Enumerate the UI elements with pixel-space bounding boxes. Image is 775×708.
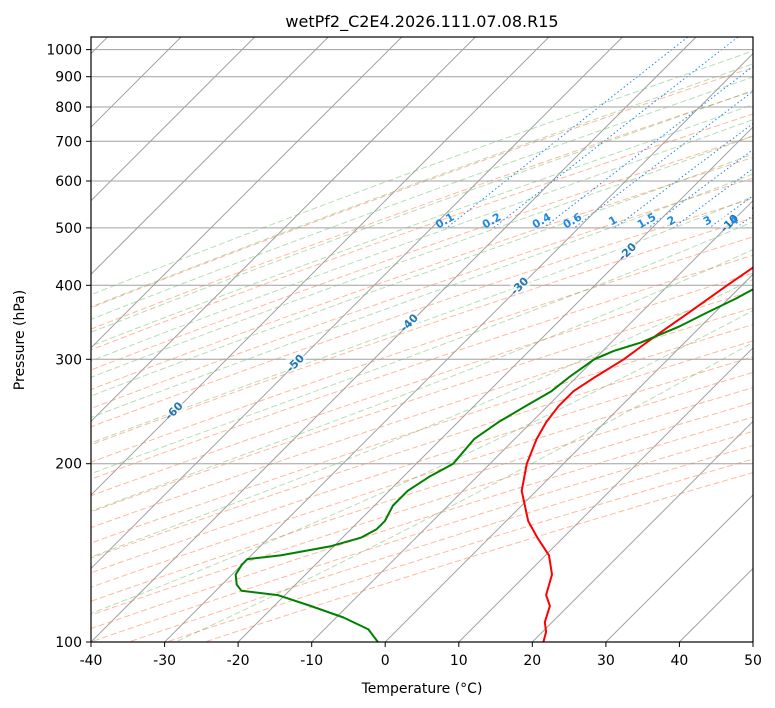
y-axis: 100 200 300 400 500 600 700 800 900 1000: [46, 43, 91, 651]
isotherm-line: [91, 37, 550, 496]
isotherm-label-bg: [617, 244, 638, 257]
x-tick-label: -20: [227, 653, 250, 669]
dry-adiabat: [91, 340, 753, 559]
mixing-ratio-label: 6: [766, 213, 775, 228]
y-tick-label: 200: [55, 457, 82, 473]
isotherm-label: -60: [162, 399, 185, 422]
mixing-ratio-line: [709, 195, 753, 229]
dry-adiabat: [91, 416, 753, 630]
dry-adiabat: [91, 324, 753, 544]
isotherm-label-bg: [399, 315, 420, 328]
x-tick-label: -10: [300, 653, 323, 669]
moist-adiabat: [91, 76, 753, 320]
isotherm-line: [91, 37, 624, 570]
y-tick-label: 700: [55, 134, 82, 150]
dry-adiabat: [91, 430, 753, 642]
y-tick-label: 1000: [46, 43, 82, 59]
dry-adiabat: [91, 254, 753, 480]
x-tick-label: 40: [670, 653, 688, 669]
isotherm-line: [752, 641, 753, 642]
x-tick-label: 30: [597, 653, 615, 669]
dry-adiabat: [91, 156, 753, 391]
background-lines: [91, 37, 753, 642]
profile-series: [234, 206, 753, 642]
moist-adiabat: [175, 341, 753, 642]
dry-adiabat: [91, 177, 753, 410]
isotherm-line: [458, 347, 753, 642]
x-axis: -40 -30 -20 -10 0 10 20 30 40 50: [80, 642, 762, 669]
mixing-ratio-line: [573, 90, 753, 229]
isotherm-line: [91, 37, 256, 202]
y-tick-label: 800: [55, 100, 82, 116]
x-tick-label: -40: [80, 653, 103, 669]
isotherm-line: [605, 494, 753, 642]
isotherm-line: [163, 52, 753, 642]
dewpoint-profile: [234, 206, 753, 642]
dry-adiabat: [165, 458, 753, 642]
x-tick-label: 20: [523, 653, 541, 669]
chart-title: wetPf2_C2E4.2026.111.07.08.R15: [285, 12, 558, 32]
isotherm-line: [531, 420, 753, 642]
dry-adiabat: [91, 371, 753, 588]
moist-adiabat: [91, 248, 753, 512]
isotherm-label-bg: [164, 403, 185, 416]
dry-adiabat: [91, 272, 753, 497]
isotherm-line: [91, 37, 330, 275]
mixing-ratio-line: [735, 214, 753, 229]
mixing-ratio-line: [614, 122, 753, 229]
mixing-ratio-line: [446, 37, 689, 229]
y-tick-label: 900: [55, 70, 82, 86]
dry-adiabat: [91, 197, 753, 428]
isotherm-line: [384, 273, 753, 642]
isotherm-label-bg: [285, 355, 306, 368]
isotherm-label-bg: [719, 215, 740, 228]
moist-adiabat: [91, 278, 753, 558]
mixing-ratio-label: 1: [606, 213, 619, 228]
moist-adiabat: [91, 221, 753, 475]
isotherm-line: [91, 37, 403, 349]
y-tick-label: 400: [55, 278, 82, 294]
x-tick-label: 0: [381, 653, 390, 669]
y-tick-label: 300: [55, 352, 82, 368]
mixing-ratio-line: [543, 65, 753, 229]
x-tick-label: 10: [450, 653, 468, 669]
isotherm-line: [91, 37, 697, 642]
dry-adiabat: [91, 356, 753, 574]
moist-adiabat: [91, 196, 753, 444]
dry-adiabat: [91, 90, 753, 330]
dry-adiabat: [203, 471, 753, 642]
isotherm-line: [91, 37, 477, 423]
dry-adiabat: [91, 67, 753, 309]
y-tick-label: 500: [55, 221, 82, 237]
plot-frame: [90, 36, 754, 643]
x-tick-label: -30: [153, 653, 176, 669]
dry-adiabat: [91, 401, 753, 616]
temperature-profile: [520, 266, 753, 642]
moist-adiabat: [91, 119, 753, 362]
moist-adiabat: [91, 173, 753, 419]
dry-adiabat: [91, 135, 753, 371]
grid-lines: [91, 37, 753, 642]
isotherm-line: [237, 126, 753, 642]
dry-adiabat: [91, 113, 753, 351]
mixing-ratio-line: [493, 37, 739, 229]
dry-adiabat: [91, 217, 753, 446]
mixing-ratio-label: 2: [665, 213, 678, 228]
moist-adiabat: [91, 310, 753, 615]
y-tick-label: 100: [55, 635, 82, 651]
x-axis-label: Temperature (°C): [361, 681, 483, 697]
moist-adiabat: [91, 89, 753, 333]
dry-adiabat: [91, 290, 753, 513]
y-axis-label: Pressure (hPa): [12, 290, 28, 390]
isotherm-label-bg: [510, 278, 530, 291]
dry-adiabat: [127, 444, 753, 642]
y-tick-label: 600: [55, 174, 82, 190]
isotherm-line: [310, 199, 753, 642]
x-tick-label: 50: [744, 653, 762, 669]
dry-adiabat: [91, 307, 753, 529]
dry-adiabat: [91, 387, 753, 602]
dry-adiabat: [91, 236, 753, 463]
